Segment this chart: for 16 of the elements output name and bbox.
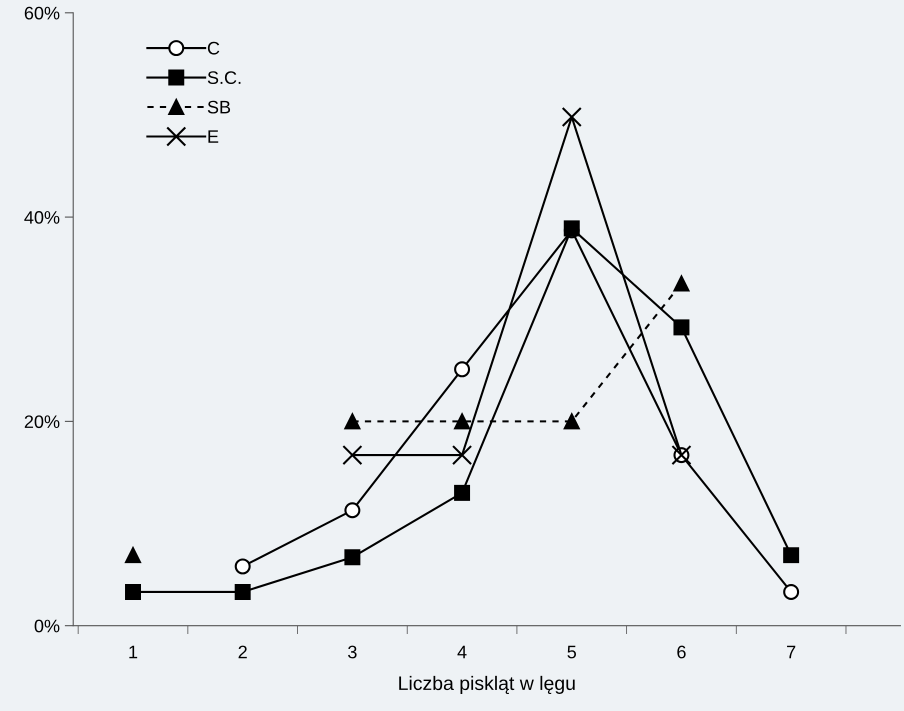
y-tick-label: 20%	[24, 415, 60, 428]
x-tick-label: 4	[457, 646, 467, 658]
y-tick-label: 0%	[34, 620, 60, 632]
x-tick-label: 6	[677, 646, 686, 658]
x-tick-label: 3	[348, 646, 357, 658]
y-tick-label: 40%	[24, 211, 60, 224]
x-tick-label: 2	[238, 646, 247, 658]
x-tick-label: 1	[129, 646, 138, 658]
legend-label: E	[208, 130, 218, 143]
legend-label: S.C.	[208, 71, 240, 84]
x-tick-label: 5	[567, 646, 576, 658]
x-axis-title: Liczba piskląt w lęgu	[399, 676, 575, 694]
x-tick-label: 7	[787, 646, 796, 658]
legend-label: SB	[208, 100, 230, 114]
legend-label: C	[208, 42, 220, 55]
y-tick-label: 60%	[24, 6, 60, 20]
